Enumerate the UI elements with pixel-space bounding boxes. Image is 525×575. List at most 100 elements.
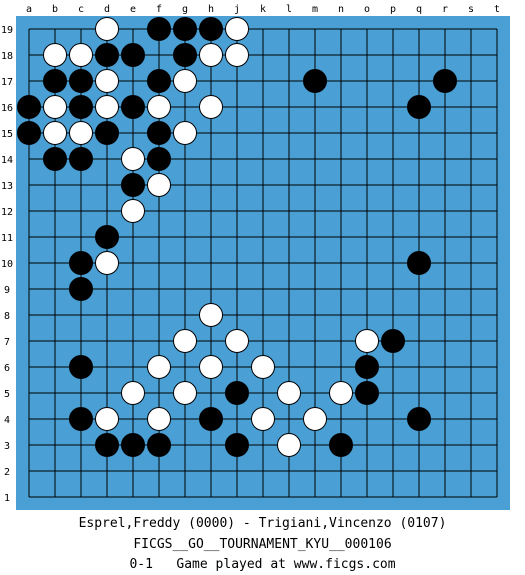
white-stone [225, 17, 249, 41]
board-coordinates: a b c d e f g h j k l m n o p q r s t191817161514131211109… [1, 4, 500, 504]
black-stone [121, 433, 145, 457]
white-stone [43, 95, 67, 119]
black-stone [69, 277, 93, 301]
black-stone [381, 329, 405, 353]
black-stone [95, 433, 119, 457]
column-label: m [312, 4, 318, 15]
site-text: Game played at www.ficgs.com [176, 557, 396, 572]
row-label: 19 [1, 25, 13, 36]
column-label: n [338, 4, 344, 15]
black-stone [69, 355, 93, 379]
row-label: 12 [1, 207, 13, 218]
black-stone [69, 69, 93, 93]
black-stone [121, 43, 145, 67]
row-label: 9 [4, 285, 10, 296]
black-stone [303, 69, 327, 93]
black-stone [69, 95, 93, 119]
black-stone [121, 173, 145, 197]
white-stone [121, 381, 145, 405]
white-stone [147, 407, 171, 431]
row-label: 2 [4, 467, 10, 478]
column-label: e [130, 4, 136, 15]
row-label: 10 [1, 259, 13, 270]
black-stone [121, 95, 145, 119]
row-label: 17 [1, 77, 13, 88]
column-label: q [416, 4, 422, 15]
column-label: r [442, 4, 448, 15]
column-label: s [468, 4, 474, 15]
row-label: 11 [1, 233, 13, 244]
black-stone [225, 381, 249, 405]
white-stone [277, 381, 301, 405]
stones-layer [17, 17, 457, 457]
column-label: b [52, 4, 58, 15]
tournament-line: FICGS__GO__TOURNAMENT_KYU__000106 [133, 537, 392, 552]
white-stone [173, 329, 197, 353]
black-stone [147, 17, 171, 41]
black-stone [147, 121, 171, 145]
white-stone [225, 329, 249, 353]
white-stone [251, 407, 275, 431]
row-label: 7 [4, 337, 10, 348]
white-stone [147, 355, 171, 379]
black-stone [95, 43, 119, 67]
result: 0-1 [129, 557, 153, 572]
column-label: t [494, 4, 500, 15]
black-stone [355, 381, 379, 405]
white-stone [199, 303, 223, 327]
white-stone [199, 95, 223, 119]
column-label: l [286, 4, 292, 15]
row-label: 6 [4, 363, 10, 374]
column-label: j [234, 4, 240, 15]
black-stone [147, 433, 171, 457]
white-stone [329, 381, 353, 405]
column-label: o [364, 4, 370, 15]
row-label: 16 [1, 103, 13, 114]
black-stone [95, 225, 119, 249]
white-stone [225, 43, 249, 67]
white-stone [277, 433, 301, 457]
black-stone [69, 147, 93, 171]
black-stone [147, 147, 171, 171]
column-label: d [104, 4, 110, 15]
white-stone [43, 43, 67, 67]
column-label: k [260, 4, 266, 15]
black-stone [407, 407, 431, 431]
white-stone [355, 329, 379, 353]
black-stone [355, 355, 379, 379]
white-stone [173, 69, 197, 93]
row-label: 14 [1, 155, 13, 166]
black-stone [173, 43, 197, 67]
black-stone [17, 121, 41, 145]
white-stone [95, 407, 119, 431]
black-stone [173, 17, 197, 41]
column-label: c [78, 4, 84, 15]
white-stone [173, 381, 197, 405]
white-stone [147, 173, 171, 197]
row-label: 1 [4, 493, 10, 504]
black-stone [147, 69, 171, 93]
black-stone [199, 407, 223, 431]
black-stone [433, 69, 457, 93]
white-stone [95, 69, 119, 93]
black-stone [329, 433, 353, 457]
white-stone [69, 121, 93, 145]
black-stone [43, 69, 67, 93]
row-label: 8 [4, 311, 10, 322]
column-label: a [26, 4, 32, 15]
white-stone [121, 147, 145, 171]
black-stone [69, 251, 93, 275]
white-stone [199, 355, 223, 379]
white-stone [303, 407, 327, 431]
players-line: Esprel,Freddy (0000) - Trigiani,Vincenzo… [78, 516, 447, 531]
result-line: 0-1 Game played at www.ficgs.com [0, 557, 525, 572]
white-stone [95, 251, 119, 275]
black-stone [199, 17, 223, 41]
white-stone [173, 121, 197, 145]
row-label: 4 [4, 415, 10, 426]
column-label: p [390, 4, 396, 15]
white-stone [251, 355, 275, 379]
black-stone [225, 433, 249, 457]
white-stone [199, 43, 223, 67]
